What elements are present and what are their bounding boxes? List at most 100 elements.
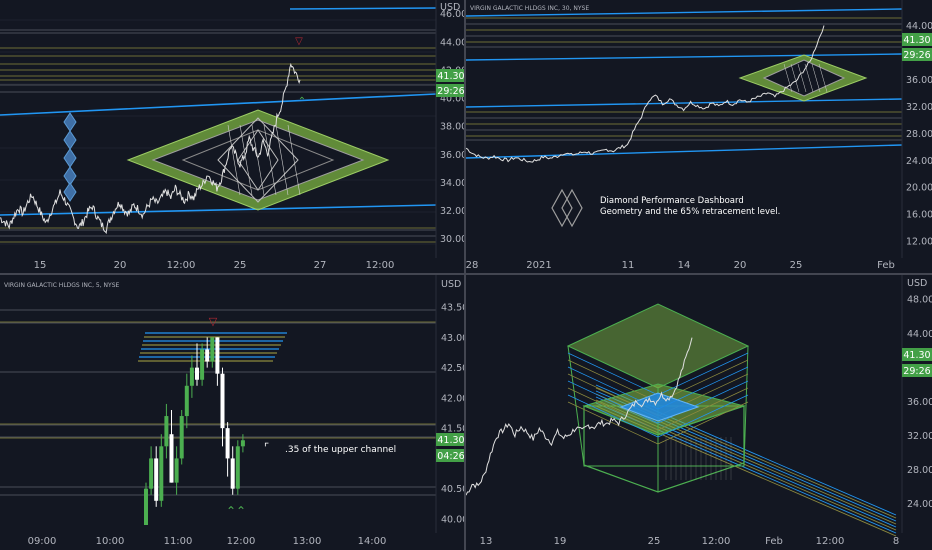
dashboard-logo-diamond-right: [561, 188, 583, 228]
p1-x-tick: 27: [314, 260, 327, 271]
p3-x-tick: 12:00: [227, 536, 256, 547]
axis-title: USD: [907, 278, 927, 289]
p4-y-tick: 32.00: [907, 431, 932, 442]
candle-body: [200, 349, 205, 380]
diamond-hatch: [275, 124, 289, 196]
box-top-face: [566, 303, 750, 389]
last-price-badge-bg: [902, 33, 932, 46]
dashboard-title: Diamond Performance Dashboard: [600, 196, 744, 206]
diamond-hatch: [804, 63, 814, 93]
candle-body: [235, 446, 240, 489]
diamond-hatch: [251, 124, 265, 196]
box-left-level: [567, 380, 659, 424]
p1-y-tick: 36.00: [440, 150, 464, 161]
candle-body: [159, 446, 164, 501]
p4-x-tick: Feb: [765, 536, 783, 547]
candle-body: [230, 458, 235, 489]
last-price-badge: 41.30: [437, 435, 464, 446]
diamond-hatch: [797, 63, 807, 93]
channel-lower-line: [0, 204, 437, 216]
chart-canvas-top-right[interactable]: VIRGIN GALACTIC HLDGS INC, 30, NYSE Diamo…: [466, 0, 932, 273]
p1-y-tick: 30.00: [440, 234, 464, 245]
diamond-inner-2: [181, 129, 335, 191]
bar-timer-badge-bg: [436, 84, 464, 97]
chart-pane-top-right[interactable]: VIRGIN GALACTIC HLDGS INC, 30, NYSE Diamo…: [466, 0, 932, 273]
horizontal-divider[interactable]: [0, 273, 932, 275]
last-price-badge-bg: [436, 433, 464, 446]
blue-diamond-marker: [63, 148, 77, 168]
vertical-divider[interactable]: [464, 0, 466, 550]
p3-x-tick: 13:00: [293, 536, 322, 547]
symbol-title: VIRGIN GALACTIC HLDGS INC, 30, NYSE: [470, 5, 589, 12]
dashboard-subtitle: Geometry and the 65% retracement level.: [600, 207, 780, 217]
box-edge-right: [743, 345, 749, 466]
chart-canvas-bottom-right[interactable]: USD48.0044.0040.0036.0032.0028.0024.0041…: [466, 275, 932, 550]
box-right-level: [657, 401, 749, 445]
p4-x-tick: 12:00: [816, 536, 845, 547]
diamond-hatch: [227, 124, 241, 196]
candle-body: [179, 416, 184, 459]
diamond-inner: [762, 59, 846, 97]
p3-y-tick: 43.00: [441, 333, 464, 344]
p2-y-tick: 36.00: [906, 75, 932, 86]
box-left-level: [567, 401, 659, 445]
p4-x-tick: 13: [480, 536, 493, 547]
p1-y-tick: 38.00: [440, 122, 464, 133]
last-price-badge: 41.30: [903, 35, 930, 46]
bar-timer-badge-bg: [902, 364, 932, 377]
p1-x-tick: 25: [234, 260, 247, 271]
bar-timer-badge: 29:26: [903, 366, 930, 377]
p3-y-tick: 42.50: [441, 363, 464, 374]
p2-y-tick: 12.00: [906, 237, 932, 248]
channel-mid-line: [466, 98, 903, 108]
candle-body: [169, 434, 174, 483]
bar-timer-badge: 29:26: [903, 50, 930, 61]
chart-pane-bottom-right[interactable]: USD48.0044.0040.0036.0032.0028.0024.0041…: [466, 275, 932, 550]
box-left-level: [567, 387, 659, 431]
candle-body: [189, 367, 194, 386]
annotation-text: .35 of the upper channel: [285, 445, 396, 455]
p4-x-tick: 8: [893, 536, 899, 547]
p4-y-tick: 28.00: [907, 465, 932, 476]
p4-y-tick: 44.00: [907, 329, 932, 340]
p1-x-tick: 15: [34, 260, 47, 271]
p2-y-tick: 24.00: [906, 156, 932, 167]
p3-y-tick: 42.00: [441, 393, 464, 404]
p1-x-tick: 20: [114, 260, 127, 271]
p2-x-tick: 25: [790, 260, 803, 271]
diamond-hatch: [239, 124, 253, 196]
candle-body: [184, 385, 189, 417]
candle-body: [164, 416, 169, 447]
chart-pane-bottom-left[interactable]: VIRGIN GALACTIC HLDGS INC, 5, NYSE ▽ ⌃⌃ ⌜ .3…: [0, 275, 464, 550]
diamond-inner-4: [237, 129, 279, 191]
p3-x-tick: 10:00: [96, 536, 125, 547]
box-right-level: [657, 394, 749, 438]
diamond-hatch: [287, 124, 301, 196]
chart-canvas-bottom-left[interactable]: VIRGIN GALACTIC HLDGS INC, 5, NYSE ▽ ⌃⌃ ⌜ .3…: [0, 275, 464, 550]
annotation-icon: ⌜: [264, 441, 269, 454]
p3-y-tick: 40.00: [441, 514, 464, 525]
p1-y-tick: 40.00: [440, 94, 464, 105]
channel-top-line: [466, 8, 903, 17]
bar-timer-badge-bg: [436, 449, 464, 462]
p2-x-tick: 28: [466, 260, 478, 271]
bar-timer-badge-bg: [902, 48, 932, 61]
chart-canvas-top-left[interactable]: ▽⌃USD46.0044.0042.0040.0038.0036.0034.00…: [0, 0, 464, 273]
p4-y-tick: 36.00: [907, 397, 932, 408]
last-price-badge-bg: [436, 69, 464, 82]
candle-body: [220, 373, 225, 429]
diamond-hatch: [783, 63, 793, 93]
p4-x-tick: 12:00: [702, 536, 731, 547]
axis-title: USD: [440, 2, 460, 13]
last-price-badge: 41.30: [437, 71, 464, 82]
blue-diamond-plate: [619, 392, 700, 422]
p1-y-tick: 34.00: [440, 178, 464, 189]
candle-body: [195, 367, 199, 380]
chart-pane-top-left[interactable]: ▽⌃USD46.0044.0042.0040.0038.0036.0034.00…: [0, 0, 464, 273]
p3-y-tick: 43.50: [441, 303, 464, 314]
candle-body: [149, 458, 154, 489]
p2-x-tick: 11: [622, 260, 635, 271]
diamond-hatch: [811, 63, 821, 93]
p3-x-tick: 09:00: [28, 536, 57, 547]
blue-diamond-marker: [63, 182, 77, 202]
